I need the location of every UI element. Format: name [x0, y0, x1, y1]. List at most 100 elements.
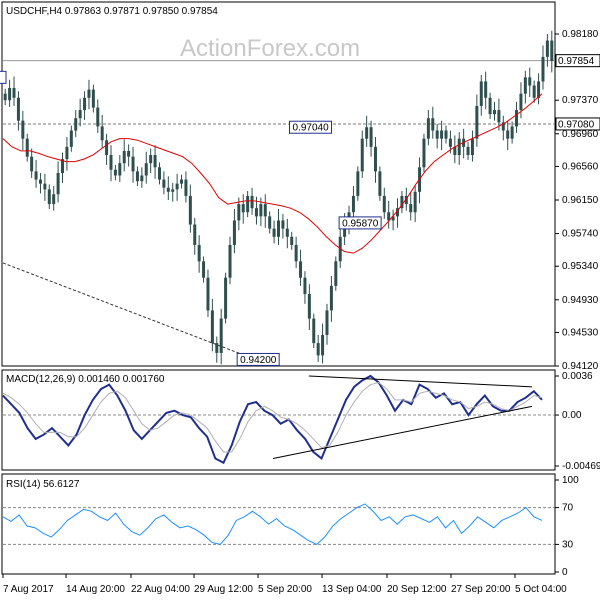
candle [272, 220, 276, 244]
candle-body [299, 261, 303, 278]
price-annotation-label: 0.97040 [293, 123, 330, 134]
candle [61, 152, 65, 183]
candle-body [444, 130, 448, 139]
candle-body [43, 183, 47, 190]
candle [100, 114, 104, 149]
candle [479, 74, 483, 116]
y-tick-label: 100 [562, 475, 579, 486]
candle [78, 98, 82, 127]
candle [365, 115, 369, 147]
candle-body [382, 195, 386, 213]
candle [180, 174, 184, 189]
candle-body [492, 110, 496, 115]
y-tick-label: -0.004696 [562, 461, 600, 472]
candle-body [34, 171, 38, 180]
candle-body [263, 204, 267, 217]
candle [8, 79, 12, 107]
candle [422, 133, 426, 173]
candle-body [360, 138, 364, 172]
candle [378, 166, 382, 201]
candle-body [197, 244, 201, 262]
candle [382, 187, 386, 219]
candle-body [321, 334, 325, 356]
candle [184, 171, 188, 203]
candle [30, 148, 34, 178]
candle [435, 123, 439, 149]
candle-body [294, 244, 298, 262]
candle [373, 137, 377, 183]
candle [290, 231, 294, 250]
candle [444, 125, 448, 144]
candle [409, 192, 413, 221]
candle-body [153, 155, 157, 168]
main-panel-frame [1, 1, 556, 367]
candle-body [259, 204, 263, 217]
candle [312, 313, 316, 349]
price-annotation-box [338, 216, 382, 230]
candle [440, 120, 444, 151]
candle-body [488, 97, 492, 115]
current-price-tag: 0.97854 [555, 54, 600, 68]
candle [12, 76, 16, 106]
rsi-panel: RSI(14) 56.6127 100 70 30 0 [1, 473, 579, 578]
candle-body [56, 173, 60, 195]
candle [65, 137, 69, 171]
y-tick-label: 0.95340 [562, 261, 599, 272]
y-tick-label: 0.0036 [562, 371, 593, 382]
candle [52, 186, 56, 211]
y-tick-label: 0.96960 [562, 129, 599, 140]
candle [153, 145, 157, 179]
candle [532, 80, 536, 103]
candle-body [219, 318, 223, 353]
candle-body [510, 126, 514, 139]
candle-body [232, 220, 236, 245]
candle [470, 130, 474, 162]
y-tick-label: 0.98180 [562, 29, 599, 40]
candle [329, 276, 333, 322]
candle-body [21, 120, 25, 139]
candle [466, 141, 470, 160]
candle-body [127, 150, 131, 157]
candle [545, 34, 549, 67]
candle-body [550, 40, 554, 61]
candle [246, 191, 250, 218]
candle [492, 101, 496, 121]
candle-body [69, 130, 73, 147]
moving-average-line [2, 93, 543, 254]
candle-body [475, 105, 479, 139]
candle [519, 82, 523, 119]
price-annotation-box [289, 120, 333, 134]
candle-body [180, 179, 184, 184]
price-annotation-box [236, 352, 280, 366]
candle-body [131, 156, 135, 172]
candle-body [91, 89, 95, 108]
candle [56, 161, 60, 203]
y-tick-label: 0.96560 [562, 161, 599, 172]
candle [210, 298, 214, 352]
trendline [2, 262, 256, 360]
candle-body [501, 122, 505, 131]
candle [166, 176, 170, 200]
candle-body [184, 179, 188, 196]
candle [232, 208, 236, 254]
candle [202, 256, 206, 283]
candle-body [334, 261, 338, 286]
y-tick-label: 0.94530 [562, 327, 599, 338]
candle [488, 92, 492, 120]
candle-body [65, 146, 69, 160]
candle [369, 120, 373, 157]
price-annotation-label: 0.95870 [342, 218, 379, 229]
candle [34, 159, 38, 188]
candle-body [290, 236, 294, 245]
candle-body [369, 127, 373, 147]
candle-body [329, 285, 333, 311]
candle-body [171, 189, 175, 192]
candle-body [12, 87, 16, 98]
candle-body [224, 277, 228, 319]
candle-body [188, 195, 192, 225]
candle [162, 171, 166, 195]
candle [453, 135, 457, 164]
candle-body [519, 93, 523, 111]
